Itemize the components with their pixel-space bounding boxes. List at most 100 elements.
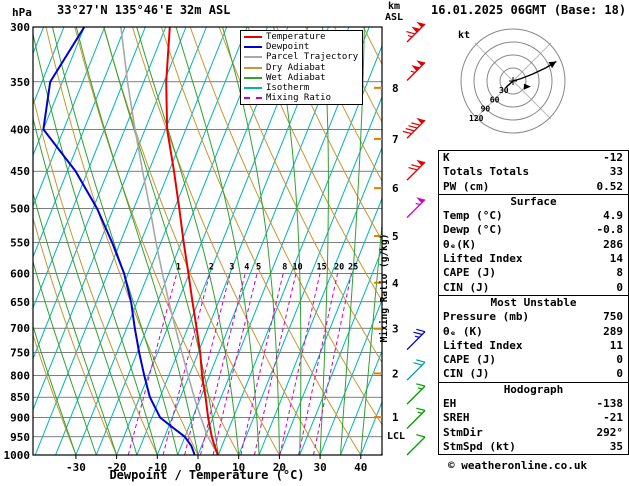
temp-axis-labels: -30 -20 -10 0 10 20 30 40 Dewpoint / Temperature… <box>66 455 367 482</box>
index-row: K -12 <box>439 151 628 165</box>
legend-item: Mixing Ratio <box>241 93 362 103</box>
index-label: θₑ (K) <box>443 324 483 338</box>
wind-barb <box>406 383 426 405</box>
mixing-ratio-value-label: 5 <box>256 262 261 272</box>
asl-axis-label: ASL <box>385 12 404 23</box>
pressure-tick-label: 850 <box>10 391 30 404</box>
legend-item-label: Wet Adiabat <box>266 72 326 83</box>
mixing-ratio-value-label: 20 <box>334 262 344 272</box>
pressure-tick-label: 950 <box>10 431 30 444</box>
index-label: θₑ(K) <box>443 237 477 251</box>
index-value: 289 <box>603 324 623 338</box>
mixing-ratio-value-label: 4 <box>244 262 249 272</box>
index-value: 11 <box>609 338 623 352</box>
index-value: 0 <box>616 353 623 367</box>
mixing-ratio-value-label: 3 <box>229 262 234 272</box>
hodograph-unit-label: kt <box>458 30 470 41</box>
index-label: EH <box>443 397 457 411</box>
legend-item: Parcel Trajectory <box>241 52 362 62</box>
index-label: Temp (°C) <box>443 209 503 223</box>
index-row: StmDir 292° <box>439 426 628 440</box>
index-label: Totals Totals <box>443 165 530 179</box>
index-value: 0 <box>616 280 623 294</box>
indices-table: K -12 Totals Totals 33 PW (cm) 0.52 Surface Tem… <box>438 150 629 456</box>
x-axis-title: Dewpoint / Temperature (°C) <box>109 468 304 482</box>
wind-barbs <box>402 21 426 456</box>
temp-tick-label: 10 <box>232 461 245 474</box>
legend-color-sample <box>244 46 262 49</box>
index-label: CIN (J) <box>443 367 490 381</box>
legend-item-label: Parcel Trajectory <box>266 52 359 63</box>
index-row: CAPE (J) 0 <box>439 353 628 367</box>
km-tick-label: 4 <box>392 277 399 290</box>
km-tick-label: 5 <box>392 230 399 243</box>
copyright-text: © weatheronline.co.uk <box>448 459 588 472</box>
index-section-title: Surface <box>439 193 628 209</box>
temp-tick-label: -20 <box>107 461 127 474</box>
mixing-ratio-value-label: 25 <box>348 262 358 272</box>
wind-barb <box>406 407 426 429</box>
legend-color-sample <box>244 76 262 79</box>
legend-item: Wet Adiabat <box>241 73 362 83</box>
km-axis-labels: 1 2 3 4 5 6 7 8 LCL Mixing Ratio (g/kg) <box>374 82 405 442</box>
index-row: Pressure (mb) 750 <box>439 310 628 324</box>
pressure-axis-unit: hPa <box>12 6 32 19</box>
temp-tick-label: -10 <box>147 461 167 474</box>
legend-item-label: Mixing Ratio <box>266 93 332 104</box>
index-value: 0.52 <box>596 179 624 193</box>
index-value: 286 <box>603 237 623 251</box>
lcl-label: LCL <box>387 431 405 442</box>
hodograph-ring-label: 90 <box>481 105 491 114</box>
storm-motion-marker <box>523 83 531 90</box>
index-section-title: Most Unstable <box>439 294 628 310</box>
index-value: 0 <box>616 367 623 381</box>
index-value: 33 <box>609 165 623 179</box>
index-row: CAPE (J) 8 <box>439 266 628 280</box>
pressure-tick-label: 700 <box>10 322 30 335</box>
legend-color-sample <box>244 97 262 100</box>
km-tick-label: 1 <box>392 411 399 424</box>
mixing-ratio-value-label: 10 <box>292 262 302 272</box>
profile-dewpoint <box>42 27 196 455</box>
legend-item-label: Temperature <box>266 32 326 43</box>
index-label: CIN (J) <box>443 280 490 294</box>
index-label: CAPE (J) <box>443 266 496 280</box>
index-row: Lifted Index 11 <box>439 339 628 353</box>
hodograph-ring-label: 30 <box>499 86 509 95</box>
legend-item: Temperature <box>241 32 362 42</box>
index-label: Dewp (°C) <box>443 223 503 237</box>
index-value: 4.9 <box>603 209 623 223</box>
km-tick-label: 6 <box>392 182 399 195</box>
km-tick-label: 2 <box>392 367 399 380</box>
index-row: θₑ (K) 289 <box>439 325 628 339</box>
temp-tick-label: 20 <box>273 461 286 474</box>
mixing-ratio-lines: 1 2 3 4 5 8 10 15 20 25 <box>127 262 358 455</box>
wind-barb <box>406 434 426 456</box>
pressure-tick-label: 650 <box>10 296 30 309</box>
pressure-tick-label: 1000 <box>4 449 31 462</box>
index-row: CIN (J) 0 <box>439 367 628 381</box>
legend-item: Dewpoint <box>241 42 362 52</box>
mixing-ratio-value-label: 15 <box>316 262 326 272</box>
wind-barb <box>406 60 426 81</box>
km-tick-label: 3 <box>392 323 399 336</box>
index-row: CIN (J) 0 <box>439 281 628 295</box>
wind-barb <box>406 21 426 43</box>
mixing-ratio-value-label: 2 <box>209 262 214 272</box>
index-value: 292° <box>596 425 624 439</box>
index-value: 750 <box>603 310 623 324</box>
legend-item-label: Dewpoint <box>266 42 310 53</box>
plot-border <box>32 26 383 456</box>
temp-tick-label: -30 <box>66 461 86 474</box>
index-value: -138 <box>596 397 624 411</box>
pressure-axis-labels: 300 350 400 450 500 550 600 650 700 750 800 850 900 9… <box>4 21 31 462</box>
km-axis-label: km <box>388 1 401 12</box>
index-row: Temp (°C) 4.9 <box>439 209 628 223</box>
legend-color-sample <box>244 87 262 90</box>
index-value: 35 <box>609 439 623 453</box>
pressure-tick-label: 900 <box>10 412 30 425</box>
wind-barb <box>406 328 426 351</box>
wind-barb <box>402 117 426 139</box>
